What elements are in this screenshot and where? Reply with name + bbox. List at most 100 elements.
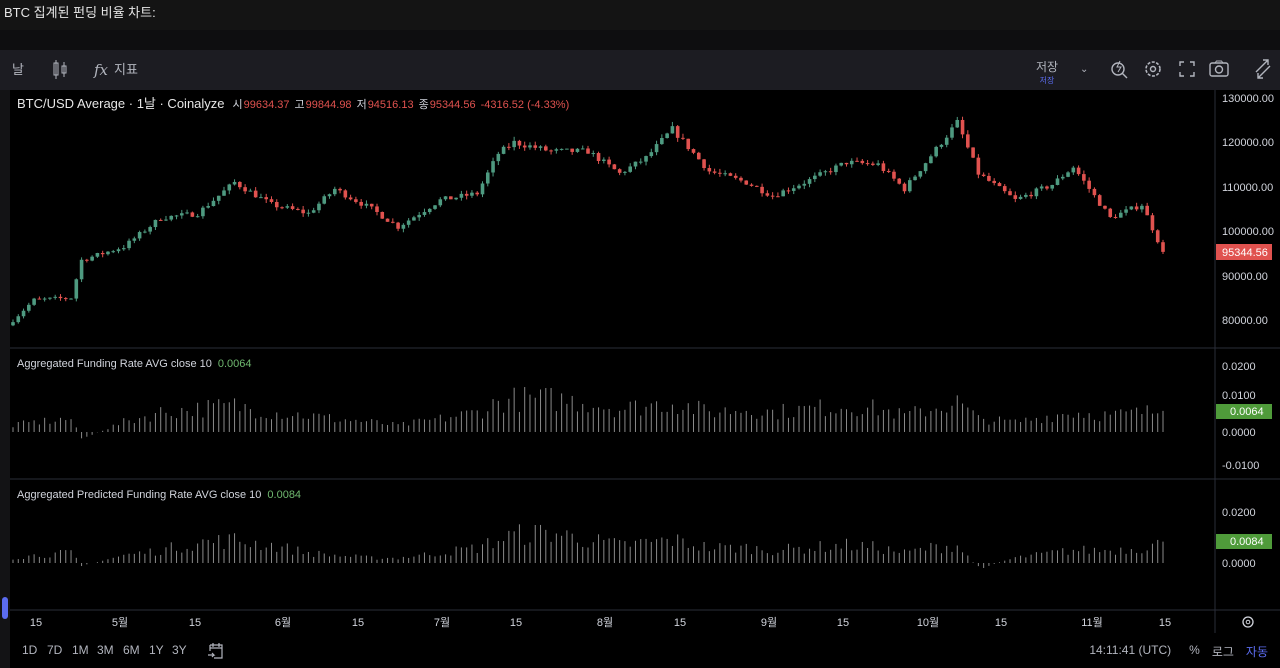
candle: [1155, 230, 1160, 243]
candle: [164, 219, 168, 221]
time-tick: 10월: [917, 616, 939, 629]
candle: [274, 201, 279, 208]
candle: [797, 185, 801, 189]
candle: [480, 183, 485, 195]
candle: [396, 222, 400, 229]
range-7d[interactable]: 7D: [47, 643, 63, 657]
candle: [813, 175, 817, 180]
alert-search-icon[interactable]: [1110, 50, 1130, 90]
popout-arrows-icon[interactable]: [1253, 50, 1273, 90]
auto-scale-toggle[interactable]: 자동: [1245, 645, 1268, 659]
price-axis[interactable]: 130000.00 120000.00 110000.00 100000.00 …: [1216, 93, 1274, 570]
candle: [174, 215, 179, 217]
predicted-value-badge: [1216, 534, 1272, 549]
candle: [79, 259, 84, 280]
range-3y[interactable]: 3Y: [172, 643, 187, 657]
candle: [580, 148, 585, 150]
candle: [612, 164, 617, 170]
candle: [955, 119, 960, 128]
predicted-badge-value: 0.0084: [1230, 536, 1264, 548]
candle: [1092, 188, 1097, 196]
candle: [660, 138, 664, 145]
candle: [111, 251, 116, 253]
interval-button[interactable]: 날: [12, 62, 24, 77]
time-axis-settings-icon[interactable]: [1242, 616, 1254, 628]
chart-canvas[interactable]: BTC/USD Average · 1날 · Coinalyze 시 99634…: [10, 90, 1280, 633]
candle-type-icon[interactable]: [52, 50, 68, 90]
candle: [839, 162, 844, 166]
time-tick: 6월: [275, 616, 291, 629]
candle: [702, 159, 706, 169]
clock-utc[interactable]: 14:11:41 (UTC): [1089, 643, 1172, 657]
candle: [63, 298, 68, 300]
fx-icon[interactable]: fx: [94, 61, 109, 79]
candle: [16, 316, 21, 323]
candle: [818, 172, 822, 176]
time-tick: 15: [189, 617, 201, 629]
low-label: 저: [357, 98, 367, 111]
candle: [871, 163, 875, 165]
funding-value-badge: [1216, 404, 1272, 419]
candle: [1113, 216, 1118, 218]
range-1d[interactable]: 1D: [22, 643, 38, 657]
candle: [1013, 195, 1018, 199]
candle: [1134, 206, 1139, 210]
candle: [686, 138, 691, 150]
time-tick: 15: [1159, 617, 1171, 629]
predicted-funding-label: Aggregated Predicted Funding Rate AVG cl…: [17, 489, 261, 501]
range-1y[interactable]: 1Y: [149, 643, 164, 657]
screenshot-camera-icon[interactable]: [1208, 50, 1230, 90]
time-axis: 15 5월 15 6월 15 7월 15 8월 15 9월 15 10월 15 11월 15: [30, 616, 1171, 629]
funding-value: 0.0064: [218, 358, 252, 370]
fullscreen-icon[interactable]: [1178, 50, 1196, 90]
candle: [728, 173, 733, 176]
candle: [596, 153, 601, 161]
settings-gear-icon[interactable]: [1143, 50, 1163, 90]
range-6m[interactable]: 6M: [123, 643, 140, 657]
left-strip: [0, 90, 10, 668]
candle: [533, 145, 538, 148]
goto-date-calendar-icon[interactable]: [207, 640, 225, 663]
candle: [148, 227, 152, 232]
candle: [918, 171, 923, 177]
candle: [153, 219, 158, 228]
funding-tick: -0.0100: [1222, 460, 1259, 472]
candle: [222, 190, 226, 196]
candle: [311, 210, 316, 213]
open-value: 99634.37: [244, 99, 290, 111]
candle: [675, 126, 680, 138]
save-sublabel: 저장: [1039, 76, 1055, 85]
candle: [517, 140, 522, 146]
candle: [348, 197, 353, 200]
spacer: [0, 30, 1280, 50]
candle: [1087, 180, 1091, 189]
candle: [507, 146, 511, 148]
candle: [707, 168, 712, 172]
log-toggle[interactable]: 로그: [1211, 645, 1234, 659]
range-1m[interactable]: 1M: [72, 643, 89, 657]
sidebar-toggle-handle[interactable]: [2, 597, 8, 619]
time-tick: 9월: [761, 616, 777, 629]
candle: [929, 156, 933, 164]
percent-toggle[interactable]: %: [1189, 643, 1200, 657]
candle: [570, 148, 574, 152]
save-label: 저장: [1036, 60, 1059, 74]
bottom-right-controls: 14:11:41 (UTC) % 로그 자동: [1089, 643, 1268, 660]
candle: [195, 216, 200, 218]
indicators-button[interactable]: 지표: [114, 62, 138, 77]
candle: [369, 203, 374, 207]
close-value: 95344.56: [430, 99, 476, 111]
candle: [1076, 167, 1081, 175]
candle: [971, 147, 975, 158]
candle: [1150, 215, 1155, 231]
candle: [770, 195, 775, 197]
range-3m[interactable]: 3M: [97, 643, 114, 657]
save-button[interactable]: 저장 저장: [1036, 58, 1058, 98]
high-value: 99844.98: [306, 99, 352, 111]
open-label: 시: [233, 99, 243, 111]
candle: [322, 196, 327, 204]
chart-area[interactable]: BTC/USD Average · 1날 · Coinalyze 시 99634…: [10, 90, 1280, 633]
candle: [190, 212, 195, 217]
save-dropdown-chevron-icon[interactable]: ⌄: [1080, 64, 1089, 75]
candle: [691, 149, 696, 153]
